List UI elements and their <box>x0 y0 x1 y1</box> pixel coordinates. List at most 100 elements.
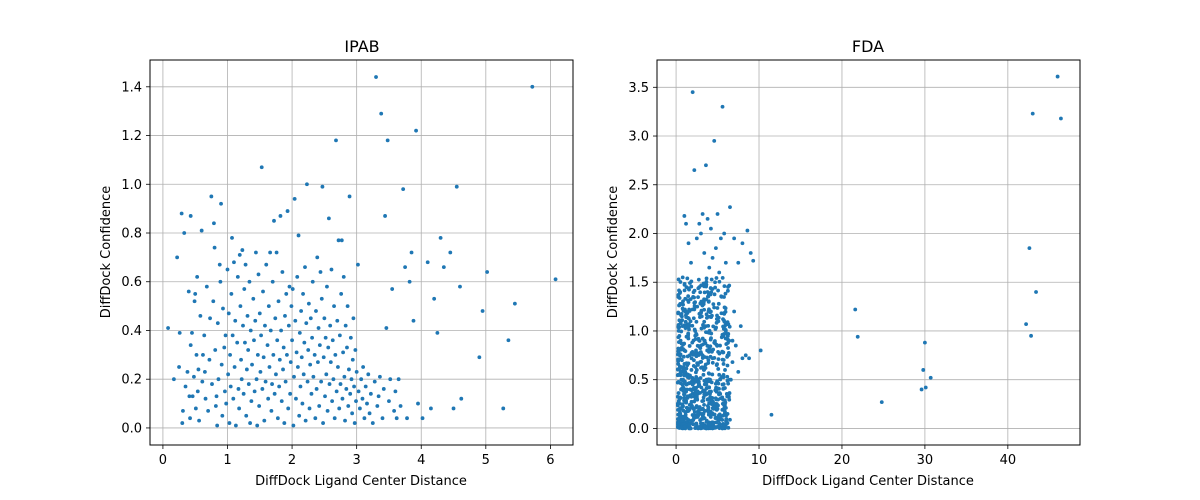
ipab-data-point <box>308 362 313 367</box>
ipab-data-point <box>317 343 322 347</box>
ipab-data-point <box>203 396 208 401</box>
ipab-data-point <box>420 416 425 421</box>
fda-data-point <box>718 236 723 241</box>
fda-data-point <box>716 301 721 306</box>
fda-data-point <box>699 308 704 313</box>
ipab-xtick-label: 3 <box>353 453 361 468</box>
ipab-data-point <box>337 406 342 411</box>
fda-data-point <box>727 338 732 343</box>
fda-data-point <box>723 368 727 372</box>
ipab-data-point <box>229 292 234 296</box>
ipab-ylabel: DiffDock Confidence <box>99 186 114 318</box>
ipab-data-point <box>325 408 330 413</box>
ipab-data-point <box>407 279 412 284</box>
ipab-data-point <box>258 369 263 374</box>
fda-data-point <box>677 318 682 323</box>
ipab-data-point <box>190 394 195 399</box>
fda-data-point <box>715 313 719 318</box>
fda-data-point <box>676 391 681 395</box>
fda-data-point <box>684 309 688 314</box>
fda-data-point <box>716 288 720 293</box>
ipab-data-point <box>451 406 456 411</box>
ipab-data-point <box>261 289 265 294</box>
fda-data-point <box>691 352 696 357</box>
fda-xlabel: DiffDock Ligand Center Distance <box>762 474 974 489</box>
ipab-data-point <box>530 84 535 89</box>
fda-data-point <box>690 349 695 354</box>
ipab-data-point <box>305 379 310 384</box>
ipab-data-point <box>222 345 227 350</box>
fda-data-point <box>679 425 684 430</box>
ipab-data-point <box>387 399 391 404</box>
ipab-data-point <box>285 352 289 357</box>
fda-data-point <box>686 241 691 246</box>
ipab-data-point <box>376 394 381 399</box>
fda-data-point <box>694 421 699 426</box>
fda-data-point <box>698 350 703 354</box>
ipab-data-point <box>283 379 288 384</box>
ipab-data-point <box>209 194 214 199</box>
fda-data-point <box>723 409 727 414</box>
ipab-data-point <box>319 379 324 384</box>
fda-data-point <box>698 424 703 429</box>
fda-data-point <box>709 309 713 314</box>
ipab-data-point <box>275 416 280 421</box>
ipab-data-point <box>263 379 268 384</box>
ipab-data-point <box>300 401 305 406</box>
ipab-data-point <box>301 372 306 377</box>
ipab-data-point <box>299 355 304 360</box>
fda-data-point <box>678 411 683 416</box>
ipab-data-point <box>268 250 273 255</box>
ipab-data-point <box>501 406 506 411</box>
ipab-data-point <box>226 311 231 316</box>
fda-data-point <box>699 343 703 348</box>
ipab-data-point <box>280 270 285 274</box>
ipab-data-point <box>480 309 485 313</box>
fda-data-point <box>709 402 714 406</box>
ipab-ytick-label: 1.2 <box>121 129 142 144</box>
fda-data-point <box>716 367 721 371</box>
fda-data-point <box>680 275 685 280</box>
ipab-data-point <box>266 396 271 401</box>
ipab-data-point <box>459 396 464 401</box>
ipab-data-point <box>298 384 303 389</box>
fda-data-point <box>680 306 685 311</box>
ipab-ytick-label: 0.4 <box>121 324 142 339</box>
ipab-data-point <box>218 279 223 284</box>
ipab-data-point <box>288 391 293 396</box>
ipab-data-point <box>313 416 318 421</box>
fda-data-point <box>1034 290 1038 294</box>
ipab-data-point <box>228 352 232 357</box>
fda-data-point <box>704 382 709 387</box>
fda-data-point <box>688 297 693 302</box>
ipab-data-point <box>326 216 331 221</box>
fda-data-point <box>706 407 711 411</box>
ipab-data-point <box>243 340 247 345</box>
fda-data-point <box>919 387 924 392</box>
ipab-data-point <box>288 360 293 365</box>
fda-data-point <box>726 288 730 293</box>
fda-data-point <box>709 290 714 295</box>
fda-data-point <box>682 348 687 353</box>
ipab-data-point <box>345 304 350 309</box>
ipab-data-point <box>341 274 346 279</box>
fda-data-point <box>677 303 682 307</box>
fda-data-point <box>702 392 707 397</box>
ipab-data-point <box>336 238 341 243</box>
ipab-data-point <box>279 328 283 333</box>
ipab-data-point <box>343 418 347 423</box>
ipab-xlabel: DiffDock Ligand Center Distance <box>255 474 467 489</box>
ipab-data-point <box>347 194 352 199</box>
fda-data-point <box>694 368 699 372</box>
ipab-data-point <box>411 318 416 323</box>
ipab-data-point <box>255 352 260 357</box>
ipab-data-point <box>331 377 336 382</box>
fda-data-point <box>691 364 696 368</box>
ipab-data-point <box>289 304 294 309</box>
fda-data-point <box>733 343 738 348</box>
ipab-data-point <box>454 184 459 189</box>
ipab-data-point <box>281 345 286 350</box>
ipab-data-point <box>254 377 259 382</box>
fda-data-point <box>686 333 691 338</box>
fda-xtick-label: 30 <box>917 453 934 468</box>
